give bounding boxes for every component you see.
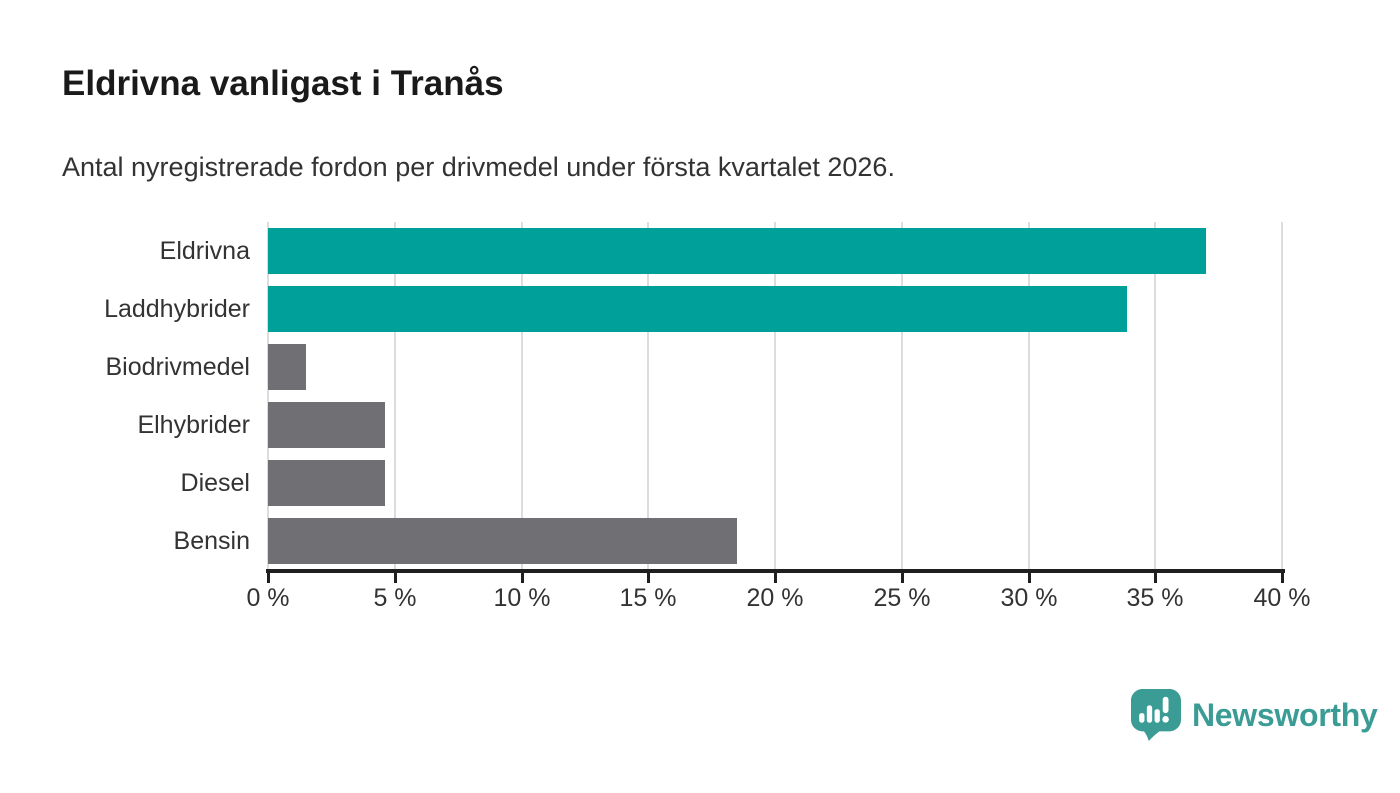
gridline-15 <box>647 222 650 570</box>
x-tick-mark <box>520 569 524 583</box>
gridline-25 <box>900 222 903 570</box>
bar-row <box>268 396 1282 454</box>
x-tick-mark <box>773 569 777 583</box>
x-tick-label-10: 10 % <box>493 584 551 612</box>
x-tick-label-5: 5 % <box>373 584 417 612</box>
x-tick-mark <box>900 569 904 583</box>
bar-diesel <box>268 460 385 506</box>
bar-rows <box>268 222 1282 570</box>
bar-row <box>268 280 1282 338</box>
x-tick-label-25: 25 % <box>873 584 931 612</box>
x-tick-label-35: 35 % <box>1126 584 1184 612</box>
x-tick-mark <box>266 569 270 583</box>
newsworthy-logo-text: Newsworthy <box>1192 696 1378 733</box>
bar-eldrivna <box>268 228 1206 274</box>
x-tick-mark <box>1280 569 1284 583</box>
x-tick-mark <box>646 569 650 583</box>
x-tick-mark <box>1027 569 1031 583</box>
bar-row <box>268 222 1282 280</box>
newsworthy-logo[interactable]: Newsworthy <box>1131 688 1378 742</box>
x-tick-mark <box>1153 569 1157 583</box>
x-tick-label-30: 30 % <box>1000 584 1058 612</box>
bar-row <box>268 454 1282 512</box>
plot-area <box>267 222 1283 570</box>
x-tick-label-15: 15 % <box>619 584 677 612</box>
category-label-biodrivmedel: Biodrivmedel <box>105 353 250 381</box>
gridline-20 <box>774 222 776 570</box>
bar-elhybrider <box>268 402 385 448</box>
y-axis-category-labels: Eldrivna Laddhybrider Biodrivmedel Elhyb… <box>0 222 250 570</box>
category-label-bensin: Bensin <box>173 527 250 555</box>
bar-bensin <box>268 518 737 564</box>
x-tick-label-40: 40 % <box>1253 584 1311 612</box>
bar-row <box>268 512 1282 570</box>
x-tick-label-20: 20 % <box>746 584 804 612</box>
chart-subtitle: Antal nyregistrerade fordon per drivmede… <box>62 152 895 182</box>
category-label-diesel: Diesel <box>180 469 250 497</box>
category-label-laddhybrider: Laddhybrider <box>104 295 250 323</box>
x-tick-mark <box>393 569 397 583</box>
category-label-eldrivna: Eldrivna <box>159 237 250 265</box>
gridline-0 <box>267 222 269 570</box>
gridline-10 <box>520 222 523 570</box>
gridline-40 <box>1281 222 1283 570</box>
gridline-35 <box>1154 222 1157 570</box>
category-label-elhybrider: Elhybrider <box>137 411 250 439</box>
bar-biodrivmedel <box>268 344 307 390</box>
bar-laddhybrider <box>268 286 1128 332</box>
newsworthy-pin-chart-icon <box>1131 689 1181 741</box>
page-title: Eldrivna vanligast i Tranås <box>62 64 504 103</box>
x-tick-label-0: 0 % <box>246 584 290 612</box>
gridline-5 <box>393 222 396 570</box>
bar-row <box>268 338 1282 396</box>
gridline-30 <box>1027 222 1030 570</box>
